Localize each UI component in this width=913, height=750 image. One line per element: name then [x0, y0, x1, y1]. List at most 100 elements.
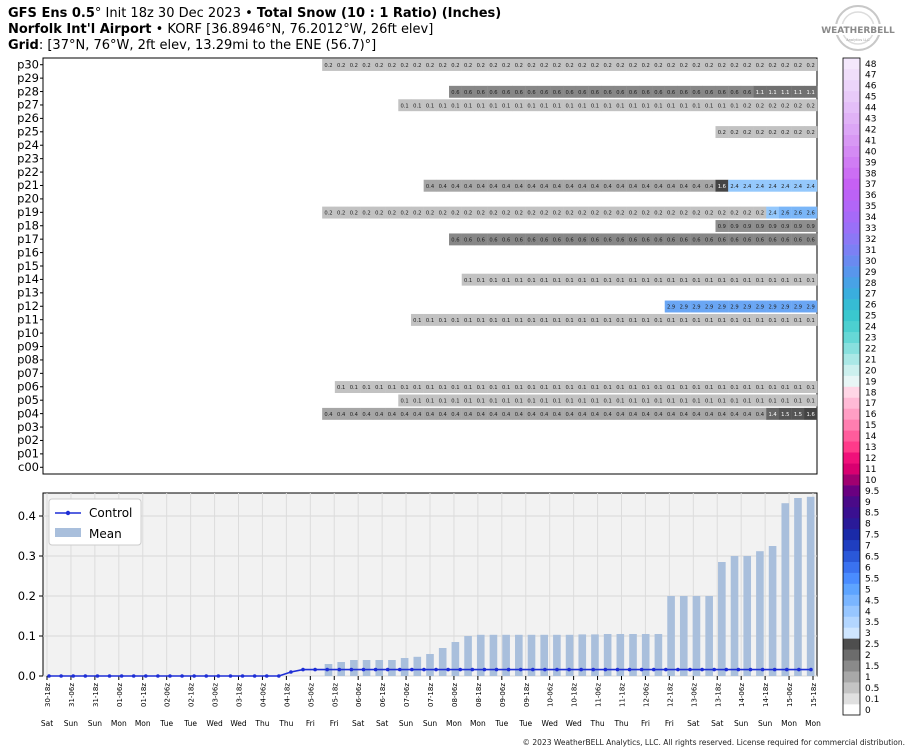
cell-p06 — [728, 381, 742, 393]
cell-value: 0.6 — [768, 238, 776, 244]
cell-value: 0.2 — [400, 63, 408, 69]
cell-p19 — [677, 206, 691, 219]
cell-value: 0.6 — [629, 90, 637, 96]
cell-p17 — [753, 233, 767, 246]
cell-value: 0.1 — [743, 278, 751, 284]
cell-value: 0.1 — [616, 399, 624, 405]
cell-value: 1.4 — [768, 412, 777, 418]
cell-value: 2.9 — [756, 305, 764, 311]
cell-value: 0.1 — [439, 399, 447, 405]
cell-p05 — [588, 394, 602, 407]
day-label: Fri — [330, 719, 339, 728]
control-point — [434, 667, 438, 672]
cell-value: 0.1 — [667, 385, 675, 391]
cell-value: 0.9 — [794, 224, 802, 230]
cell-value: 0.4 — [705, 184, 714, 190]
cell-p06 — [690, 381, 704, 393]
cell-value: 0.1 — [743, 399, 751, 405]
cell-p14 — [715, 273, 729, 286]
cell-p27 — [664, 99, 678, 112]
cell-p11 — [639, 313, 653, 326]
cell-p25 — [728, 126, 742, 139]
cell-value: 0.1 — [553, 103, 561, 109]
cell-value: 0.4 — [439, 412, 448, 418]
cell-p05 — [639, 394, 653, 407]
cell-value: 0.2 — [768, 103, 776, 109]
cell-value: 0.6 — [629, 238, 637, 244]
cell-value: 0.6 — [502, 90, 510, 96]
cell-value: 0.4 — [324, 412, 333, 418]
cell-p17 — [766, 233, 780, 246]
control-point — [772, 667, 777, 672]
cell-p30 — [537, 59, 551, 71]
colorbar-label: 44 — [865, 104, 877, 114]
cell-value: 0.6 — [616, 90, 624, 96]
cell-value: 1.1 — [794, 90, 802, 96]
cell-p19 — [753, 206, 767, 219]
cell-p19 — [360, 206, 374, 219]
colorbar-label: 33 — [865, 224, 876, 234]
cell-p30 — [740, 59, 754, 71]
colorbar-label: 31 — [865, 246, 876, 256]
cell-p06 — [588, 381, 602, 393]
cell-p25 — [778, 126, 792, 139]
cell-value: 0.1 — [464, 399, 472, 405]
cell-value: 0.2 — [616, 211, 624, 217]
cell-p21 — [537, 179, 551, 192]
control-point — [228, 674, 233, 678]
colorbar-label: 32 — [865, 235, 876, 245]
control-point — [482, 667, 487, 672]
cell-p27 — [601, 99, 615, 112]
cell-value: 0.1 — [489, 399, 497, 405]
cell-value: 0.2 — [527, 63, 535, 69]
control-point — [724, 667, 729, 672]
cell-value: 2.9 — [680, 305, 688, 311]
member-label-p29: p29 — [17, 71, 39, 85]
colorbar-label: 20 — [865, 366, 877, 376]
cell-value: 0.9 — [718, 224, 726, 230]
cell-value: 0.1 — [730, 278, 738, 284]
cell-p27 — [702, 99, 716, 112]
colorbar-label: 24 — [865, 323, 877, 333]
cell-p05 — [766, 394, 780, 407]
cell-value: 0.1 — [604, 399, 612, 405]
day-label: Mon — [470, 719, 486, 728]
cell-p30 — [499, 59, 513, 71]
member-label-p06: p06 — [17, 380, 39, 394]
cell-p11 — [525, 313, 539, 326]
cell-value: 0.2 — [400, 211, 408, 217]
control-point — [639, 667, 644, 672]
control-point — [95, 674, 100, 678]
cell-p05 — [804, 394, 818, 407]
cell-value: 0.6 — [692, 90, 700, 96]
x-tick-label: 10-18z — [571, 683, 579, 707]
x-tick-label: 04-06z — [259, 683, 267, 707]
cell-p28 — [525, 85, 539, 98]
cell-value: 0.1 — [768, 399, 776, 405]
cell-value: 0.1 — [654, 278, 662, 284]
cell-value: 0.2 — [756, 211, 764, 217]
cell-p17 — [613, 233, 627, 246]
colorbar-swatch — [843, 244, 860, 256]
cell-value: 0.1 — [337, 385, 345, 391]
cell-p11 — [766, 313, 780, 326]
cell-p04 — [753, 407, 767, 420]
cell-p19 — [322, 206, 336, 219]
cell-value: 0.1 — [502, 399, 510, 405]
cell-p30 — [474, 59, 488, 71]
colorbar-swatch — [843, 101, 860, 114]
member-label-p07: p07 — [17, 366, 39, 380]
cell-p28 — [664, 85, 678, 98]
colorbar-label: 46 — [865, 82, 877, 92]
colorbar-label: 12 — [865, 454, 876, 464]
cell-value: 0.2 — [730, 130, 738, 136]
cell-value: 1.1 — [781, 90, 789, 96]
colorbar-swatch — [843, 419, 860, 431]
cell-value: 0.2 — [565, 63, 573, 69]
control-point — [446, 667, 450, 672]
cell-p30 — [487, 59, 500, 71]
cell-p04 — [702, 407, 716, 420]
cell-value: 0.2 — [768, 63, 776, 69]
cell-p11 — [563, 313, 577, 326]
cell-value: 0.1 — [489, 278, 497, 284]
